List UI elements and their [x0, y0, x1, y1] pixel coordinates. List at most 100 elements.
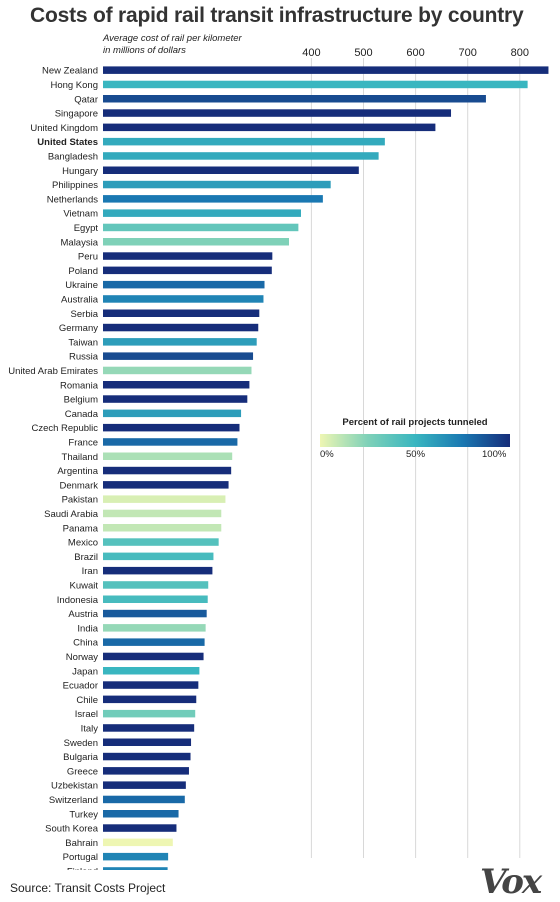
bar — [103, 238, 289, 246]
category-label: Egypt — [74, 223, 99, 234]
category-label: United States — [37, 137, 98, 148]
category-label: Portugal — [63, 852, 98, 863]
category-label: Netherlands — [47, 194, 98, 205]
x-tick-label: 500 — [354, 47, 372, 59]
bar — [103, 795, 185, 804]
bar — [103, 381, 250, 389]
category-label: Qatar — [74, 94, 98, 105]
bar — [103, 838, 173, 847]
vox-logo: Vox — [480, 862, 542, 902]
bar — [103, 724, 195, 732]
category-label: Ecuador — [63, 681, 98, 692]
legend-title: Percent of rail projects tunneled — [342, 417, 488, 428]
bar — [103, 466, 232, 475]
x-tick-label: 400 — [302, 47, 320, 59]
category-label: Greece — [67, 766, 98, 777]
bar — [103, 681, 199, 689]
category-label: Austria — [68, 609, 98, 620]
bar — [103, 223, 299, 232]
x-tick-label: 600 — [406, 47, 424, 59]
category-label: Denmark — [59, 480, 98, 491]
category-label: Belgium — [64, 395, 98, 406]
bar — [103, 452, 233, 460]
category-label: Brazil — [74, 552, 98, 563]
bar — [103, 323, 259, 332]
category-label: Thailand — [62, 452, 98, 463]
bar — [103, 180, 331, 189]
bar — [103, 667, 200, 675]
category-label: Iran — [82, 566, 98, 577]
bar — [103, 481, 229, 489]
source-note: Source: Transit Costs Project — [10, 881, 166, 895]
category-label: Pakistan — [62, 495, 98, 506]
category-label: Singapore — [55, 109, 98, 120]
bar — [103, 495, 226, 503]
category-label: Mexico — [68, 538, 98, 549]
bar — [103, 366, 252, 375]
bar — [103, 423, 240, 432]
category-label: Germany — [59, 323, 98, 334]
bar — [103, 166, 359, 174]
category-label: Bulgaria — [63, 752, 99, 763]
bar — [103, 609, 207, 618]
bar — [103, 810, 179, 818]
bar — [103, 738, 192, 746]
category-label: France — [68, 437, 98, 448]
category-label: Finland — [67, 866, 98, 870]
bar — [103, 266, 272, 275]
bar — [103, 395, 248, 403]
bar — [103, 566, 213, 575]
bar — [103, 824, 177, 832]
bar — [103, 338, 257, 346]
bar — [103, 709, 196, 718]
bar — [103, 409, 242, 418]
subtitle-line-1: Average cost of rail per kilometer — [103, 33, 242, 44]
bar — [103, 195, 323, 203]
category-label: Hong Kong — [50, 80, 98, 91]
bar — [103, 95, 486, 103]
category-label: Norway — [66, 652, 98, 663]
category-label: Ukraine — [65, 280, 98, 291]
category-label: Philippines — [52, 180, 98, 191]
category-label: Kuwait — [69, 580, 98, 591]
x-tick-label: 700 — [459, 47, 477, 59]
bar — [103, 152, 379, 160]
category-label: South Korea — [45, 824, 99, 835]
bar — [103, 66, 549, 74]
category-label: Sweden — [64, 738, 98, 749]
category-label: Bahrain — [65, 838, 98, 849]
bar — [103, 123, 436, 132]
bar — [103, 767, 189, 775]
bar — [103, 752, 191, 761]
bar — [103, 137, 385, 146]
bar — [103, 595, 208, 603]
category-label: Russia — [69, 352, 99, 363]
category-label: Uzbekistan — [51, 781, 98, 792]
color-legend: Percent of rail projects tunneled 0% 50%… — [320, 417, 510, 463]
bar — [103, 638, 205, 646]
category-label: Peru — [78, 252, 98, 263]
bar — [103, 309, 260, 317]
bar — [103, 352, 254, 360]
legend-gradient-bar — [320, 434, 510, 447]
category-label: Vietnam — [63, 209, 98, 220]
bar-chart: 400 500 600 700 800 New Zealand Hong Kong Qatar… — [8, 47, 549, 870]
category-label: Turkey — [69, 809, 98, 820]
bar — [103, 552, 214, 561]
category-label: Romania — [60, 380, 99, 391]
category-label: Japan — [72, 666, 98, 677]
category-label: Israel — [75, 709, 98, 720]
bar — [103, 695, 197, 704]
x-tick-label: 800 — [511, 47, 529, 59]
bar — [103, 581, 209, 589]
bar — [103, 295, 264, 303]
legend-tick-0: 0% — [320, 449, 334, 460]
bar — [103, 624, 206, 632]
legend-tick-50: 50% — [406, 449, 426, 460]
legend-ticks: 0% 50% 100% — [320, 449, 510, 463]
category-label: India — [77, 623, 98, 634]
category-label: Malaysia — [61, 237, 99, 248]
subtitle-line-2: in millions of dollars — [103, 45, 186, 56]
category-label: Taiwan — [68, 337, 98, 348]
category-label: Poland — [68, 266, 98, 277]
